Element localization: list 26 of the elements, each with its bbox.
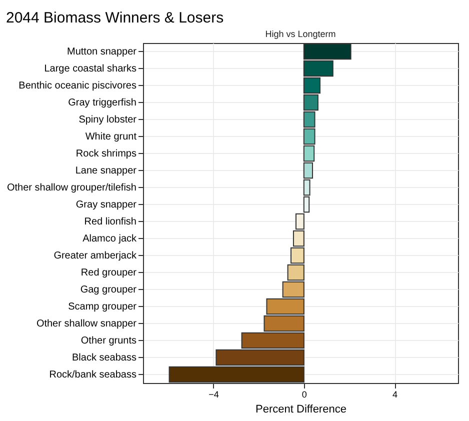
y-tick-label: Red grouper xyxy=(80,268,138,278)
y-tick-label: Rock/bank seabass xyxy=(49,370,136,380)
y-tick-label: White grunt xyxy=(85,132,137,142)
x-axis-title: Percent Difference xyxy=(256,404,346,416)
x-tick-label: −4 xyxy=(208,390,219,400)
y-tick-label: Black seabass xyxy=(72,352,136,364)
y-tick-label: Gray triggerfish xyxy=(68,98,136,108)
x-tick-label: 4 xyxy=(392,390,398,400)
y-tick-label: Scamp grouper xyxy=(68,302,138,312)
y-tick-label: Greater amberjack xyxy=(54,250,138,262)
y-tick-label: Other shallow snapper xyxy=(36,318,138,330)
y-tick-label: Gray snapper xyxy=(76,200,138,210)
y-tick-label: Alamco jack xyxy=(82,234,138,244)
y-tick-label: Red lionfish xyxy=(84,216,136,228)
y-tick-label: Gag grouper xyxy=(80,284,138,296)
y-tick-label: Rock shrimps xyxy=(76,148,136,160)
y-tick-label: Mutton snapper xyxy=(67,46,138,58)
y-tick-label: Other grunts xyxy=(80,336,136,346)
y-tick-label: Large coastal sharks xyxy=(44,64,136,74)
y-tick-label: Lane snapper xyxy=(75,166,138,176)
chart-title: 2044 Biomass Winners & Losers xyxy=(6,10,224,26)
y-tick-label: Other shallow grouper/tilefish xyxy=(6,182,136,194)
y-tick-label: Benthic oceanic piscivores xyxy=(18,80,136,92)
chart-subtitle: High vs Longterm xyxy=(265,29,336,39)
x-tick-label: 0 xyxy=(302,390,307,400)
y-tick-label: Spiny lobster xyxy=(78,114,138,126)
